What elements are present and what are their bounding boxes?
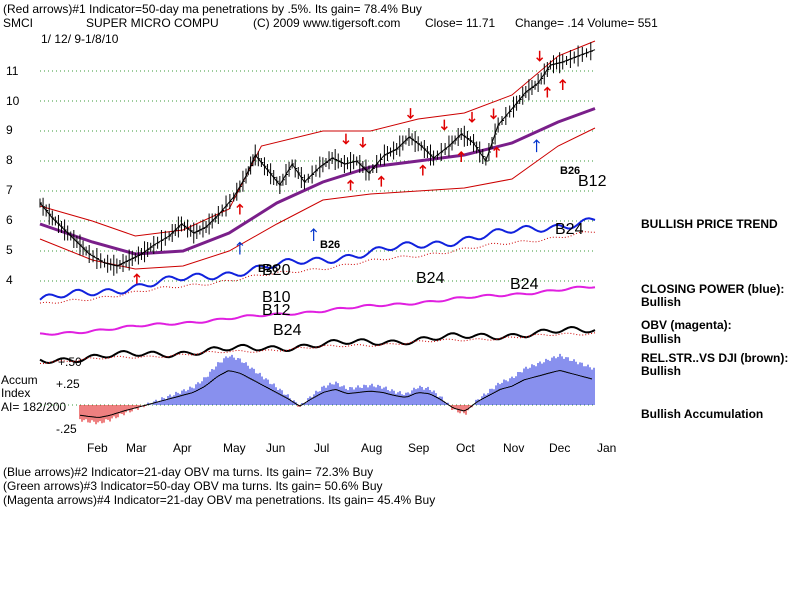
accum-tick: +.25	[56, 377, 80, 391]
signal-arrows	[133, 50, 567, 285]
month-label: Mar	[126, 441, 147, 455]
indicator-1-text: (Red arrows)#1 Indicator=50-day ma penet…	[3, 2, 422, 16]
month-label: Apr	[173, 441, 192, 455]
accumulation-label: Bullish Accumulation	[641, 407, 764, 421]
signal-label: B24	[510, 276, 539, 293]
indicator-2-text: (Blue arrows)#2 Indicator=21-day OBV ma …	[3, 465, 374, 479]
month-label: Jun	[266, 441, 286, 455]
month-label: Nov	[503, 441, 525, 455]
date-range: 1/ 12/ 9-1/8/10	[41, 32, 119, 46]
red-up-arrow	[543, 86, 551, 98]
signal-label: B24	[555, 221, 584, 238]
month-label: May	[223, 441, 246, 455]
closing-power-label: CLOSING POWER (blue):	[641, 282, 785, 296]
red-down-arrow	[490, 108, 498, 120]
red-down-arrow	[359, 137, 367, 149]
month-label: Dec	[549, 441, 571, 455]
signal-label: B26	[258, 263, 278, 275]
copyright-text: (C) 2009 www.tigersoft.com	[253, 16, 401, 30]
month-label: Jul	[314, 441, 330, 455]
price-bars	[39, 42, 593, 276]
accum-title-2: Index	[1, 386, 31, 400]
red-down-arrow	[406, 108, 415, 120]
indicator-4-text: (Magenta arrows)#4 Indicator=21-day OBV …	[3, 493, 436, 507]
ai-value: AI= 182/200	[1, 400, 67, 414]
red-down-arrow	[440, 119, 448, 131]
signal-label: B12	[578, 173, 607, 190]
red-up-arrow	[559, 78, 567, 90]
accum-ma	[79, 369, 593, 418]
red-up-arrow	[236, 203, 244, 215]
price-tick: 4	[6, 273, 13, 287]
signal-label: B26	[320, 239, 340, 251]
indicator-lines	[39, 217, 596, 365]
blue-up-arrow	[533, 139, 541, 153]
red-down-arrow	[342, 133, 350, 145]
month-label: Sep	[408, 441, 430, 455]
blue-up-arrow	[236, 241, 244, 255]
closing-power-status: Bullish	[641, 295, 682, 309]
blue-up-arrow	[310, 228, 318, 241]
red-down-arrow	[536, 50, 544, 62]
accum-title: Accum	[1, 373, 38, 387]
signal-label: B20	[262, 262, 291, 279]
company-name: SUPER MICRO COMPU	[86, 16, 219, 30]
red-up-arrow	[493, 146, 501, 158]
price-tick: 9	[6, 123, 13, 137]
month-label: Feb	[87, 441, 108, 455]
red-down-arrow	[468, 111, 476, 123]
price-trend-label: BULLISH PRICE TREND	[641, 217, 778, 231]
month-label: Jan	[597, 441, 617, 455]
price-tick: 6	[6, 213, 13, 227]
red-up-arrow	[133, 273, 141, 285]
signal-label: B24	[273, 322, 302, 339]
obv-label: OBV (magenta):	[641, 318, 732, 332]
close-price: Close= 11.71	[425, 16, 496, 30]
obv-status: Bullish	[641, 332, 682, 346]
price-tick: 8	[6, 153, 13, 167]
accumulation-histogram	[40, 353, 596, 425]
price-bands	[39, 40, 596, 270]
lower-band-line	[39, 127, 596, 270]
obv-line	[39, 285, 596, 336]
red-up-arrow	[347, 179, 355, 191]
indicator-3-text: (Green arrows)#3 Indicator=50-day OBV ma…	[3, 479, 383, 493]
price-tick: 11	[6, 64, 19, 78]
month-label: Aug	[361, 441, 383, 455]
price-tick: 10	[6, 94, 20, 108]
signal-label: B24	[416, 270, 445, 287]
signal-label: B12	[262, 302, 291, 319]
signal-label: B10	[262, 289, 291, 306]
red-up-arrow	[419, 164, 427, 176]
price-tick: 7	[6, 183, 13, 197]
month-label: Oct	[456, 441, 475, 455]
relstr-line	[39, 325, 596, 365]
change-volume: Change= .14 Volume= 551	[515, 16, 658, 30]
relstr-status: Bullish	[641, 364, 682, 378]
accum-tick: -.25	[56, 422, 77, 436]
red-up-arrow	[377, 175, 385, 187]
upper-band-line	[39, 40, 596, 237]
red-up-arrow	[457, 150, 465, 162]
symbol-label: SMCI	[3, 16, 33, 30]
closing-power-line	[39, 217, 596, 301]
relstr-ma	[39, 332, 596, 365]
relstr-label: REL.STR..VS DJI (brown):	[641, 351, 789, 365]
price-tick: 5	[6, 243, 13, 257]
signal-label: B26	[560, 165, 580, 177]
